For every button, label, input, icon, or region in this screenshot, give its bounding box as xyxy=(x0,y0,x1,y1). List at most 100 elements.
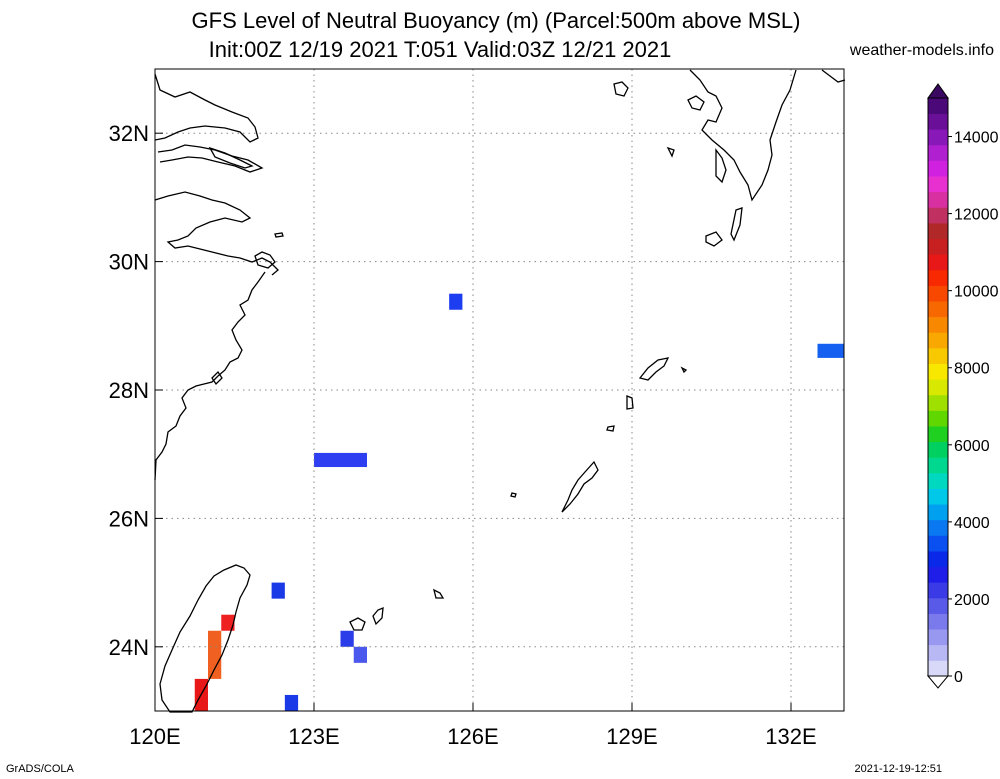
colorbar-swatch xyxy=(928,644,948,661)
colorbar-swatch xyxy=(928,426,948,443)
colorbar-swatch xyxy=(928,582,948,599)
kikai-islet xyxy=(680,366,688,374)
yangtze-island xyxy=(208,146,254,169)
colorbar-label: 4000 xyxy=(954,515,990,532)
colorbar-swatch xyxy=(928,191,948,208)
lnb-cell xyxy=(221,614,235,631)
yakushima xyxy=(705,231,723,247)
colorbar-swatch xyxy=(928,394,948,411)
map-title: GFS Level of Neutral Buoyancy (m) (Parce… xyxy=(191,8,801,33)
lnb-cell xyxy=(449,293,463,310)
lat-tick-label: 32N xyxy=(109,121,149,146)
lat-tick-label: 24N xyxy=(109,635,149,660)
amami-oshima xyxy=(638,357,670,381)
colorbar-swatch xyxy=(928,207,948,224)
colorbar-swatch xyxy=(928,301,948,318)
colorbar-swatch xyxy=(928,176,948,193)
kyushu-bay xyxy=(715,148,727,184)
colorbar-swatch xyxy=(928,535,948,552)
lnb-cell xyxy=(817,343,844,358)
colorbar-label: 2000 xyxy=(954,592,990,609)
colorbar-label: 14000 xyxy=(954,130,999,147)
okinawa xyxy=(561,460,599,513)
colorbar-swatch xyxy=(928,363,948,380)
colorbar-swatch xyxy=(928,347,948,364)
colorbar-swatch xyxy=(928,519,948,536)
yangtze-estuary xyxy=(157,144,264,173)
zhoushan-islands xyxy=(254,251,276,269)
colorbar-max-arrow xyxy=(927,83,949,99)
colorbar-swatch xyxy=(928,254,948,271)
china-coast-north xyxy=(154,73,259,143)
colorbar-swatch xyxy=(928,613,948,630)
koshiki-islet xyxy=(666,146,675,158)
colorbar-swatch xyxy=(928,457,948,474)
colorbar-swatch xyxy=(928,504,948,521)
lon-tick-label: 126E xyxy=(447,724,498,749)
lat-tick-label: 26N xyxy=(109,506,149,531)
tokunoshima xyxy=(626,395,634,410)
colorbar-swatch xyxy=(928,238,948,255)
yaeyama-islands xyxy=(349,617,366,631)
lnb-cells xyxy=(194,293,844,711)
lnb-cell xyxy=(271,582,285,599)
colorbar-swatch xyxy=(928,222,948,239)
colorbar-swatch xyxy=(928,144,948,161)
lnb-cell xyxy=(353,646,367,663)
colorbar-swatch xyxy=(928,629,948,646)
lon-tick-label: 120E xyxy=(129,724,180,749)
lnb-cell xyxy=(340,630,354,647)
kyushu xyxy=(689,69,797,202)
axis-labels: 120E 123E 126E 129E 132E 24N 26N 28N 30N 32N xyxy=(109,121,817,749)
lat-tick-label: 30N xyxy=(109,250,149,275)
colorbar-swatch xyxy=(928,379,948,396)
map-subtitle: Init:00Z 12/19 2021 T:051 Valid:03Z 12/2… xyxy=(0,37,1000,63)
colorbar-label: 8000 xyxy=(954,361,990,378)
lon-tick-label: 129E xyxy=(606,724,657,749)
lat-tick-label: 28N xyxy=(109,378,149,403)
lnb-cell xyxy=(284,694,299,711)
colorbar-swatch xyxy=(928,551,948,568)
colorbar-label: 6000 xyxy=(954,438,990,455)
init-valid-line: Init:00Z 12/19 2021 T:051 Valid:03Z 12/2… xyxy=(208,37,672,62)
coastlines xyxy=(154,69,846,713)
yaeyama-islet xyxy=(372,606,384,626)
colorbar-label: 12000 xyxy=(954,207,999,224)
colorbar-swatch xyxy=(928,285,948,302)
miyako-island xyxy=(433,588,445,599)
render-timestamp: 2021-12-19-12:51 xyxy=(854,763,942,775)
colorbar-frame xyxy=(927,97,949,677)
tanegashima xyxy=(730,207,743,242)
fujian-islet xyxy=(211,370,223,386)
colorbar-swatch xyxy=(928,160,948,177)
colorbar-swatch xyxy=(928,98,948,115)
colorbar-swatch xyxy=(928,410,948,427)
kyushu-islet-b xyxy=(687,95,705,111)
colorbar-swatch xyxy=(928,566,948,583)
colorbar-swatch xyxy=(928,316,948,333)
kyushu-islet-a xyxy=(613,81,629,97)
colorbar-swatch xyxy=(928,441,948,458)
colorbar-swatch xyxy=(928,332,948,349)
colorbar-swatch xyxy=(928,269,948,286)
lnb-cell xyxy=(314,452,367,468)
hangzhou-bay xyxy=(154,191,279,276)
okinoerabu-islet xyxy=(606,425,615,432)
colorbar: 0 2000 4000 6000 8000 10000 12000 14000 xyxy=(926,83,999,689)
zhejiang-coast xyxy=(154,271,266,481)
colorbar-label: 0 xyxy=(954,669,963,686)
taiwan xyxy=(159,564,251,713)
colorbar-swatch xyxy=(928,597,948,614)
grads-credit: GrADS/COLA xyxy=(6,763,74,775)
lnb-cell xyxy=(208,630,222,679)
shikoku-edge xyxy=(821,69,846,83)
colorbar-label: 10000 xyxy=(954,284,999,301)
colorbar-min-arrow xyxy=(926,675,950,689)
colorbar-swatch xyxy=(928,488,948,505)
colorbar-swatch xyxy=(928,113,948,130)
lon-tick-label: 123E xyxy=(288,724,339,749)
zhoushan-islet xyxy=(274,232,284,238)
colorbar-swatch xyxy=(928,472,948,489)
kume-islet xyxy=(510,492,517,498)
colorbar-swatch xyxy=(928,129,948,146)
